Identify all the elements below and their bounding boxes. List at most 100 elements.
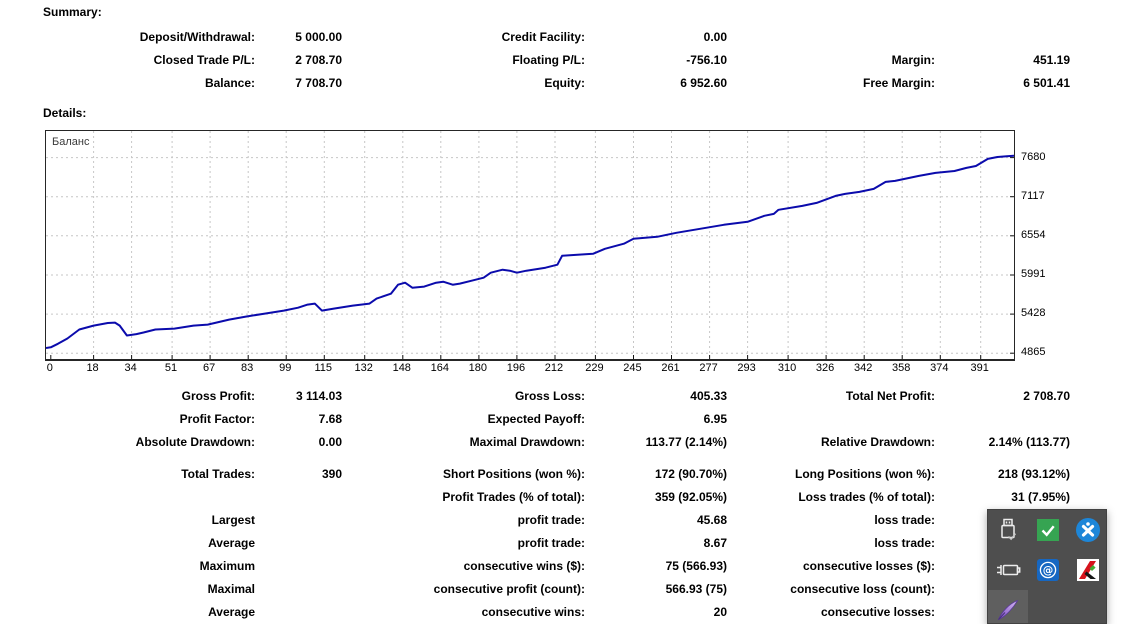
field-value: 7.68 <box>318 412 342 426</box>
field-label: Average <box>208 605 255 619</box>
field-label: consecutive wins ($): <box>463 559 585 573</box>
field-label: consecutive losses: <box>820 605 935 619</box>
x-tick-label: 196 <box>506 362 526 374</box>
y-tick-label: 6554 <box>1021 228 1046 241</box>
usb-device-icon[interactable] <box>988 510 1028 550</box>
x-tick-label: 18 <box>86 362 99 374</box>
field-label: Absolute Drawdown: <box>135 435 255 449</box>
stats-row: Gross Profit: 3 114.03 Gross Loss: 405.3… <box>0 388 1121 404</box>
field-value: 7 708.70 <box>295 76 342 90</box>
x-tick-label: 326 <box>815 362 835 374</box>
x-tick-label: 391 <box>970 362 989 374</box>
blue-x-icon[interactable] <box>1068 510 1106 550</box>
summary-row: Balance: 7 708.70 Equity: 6 952.60 Free … <box>0 75 1121 91</box>
field-value: 6 952.60 <box>680 76 727 90</box>
field-value: 5 000.00 <box>295 30 342 44</box>
green-check-icon[interactable] <box>1028 510 1068 550</box>
field-label: Maximal <box>207 582 255 596</box>
field-label: Long Positions (won %): <box>795 467 935 481</box>
x-tick-label: 358 <box>892 362 911 374</box>
field-label: Floating P/L: <box>512 53 585 67</box>
stats-row: Average profit trade: 8.67 loss trade: <box>0 535 1121 551</box>
field-label: Maximum <box>199 559 255 573</box>
system-tray-popup: @ <box>987 509 1107 624</box>
field-label: profit trade: <box>517 536 585 550</box>
field-value: 45.68 <box>696 513 727 527</box>
field-value: 75 (566.93) <box>665 559 727 573</box>
feather-quill-icon[interactable] <box>988 590 1028 623</box>
at-mail-icon[interactable]: @ <box>1028 550 1068 590</box>
field-value: 390 <box>321 467 342 481</box>
x-tick-label: 245 <box>623 362 642 374</box>
field-label: Short Positions (won %): <box>443 467 585 481</box>
field-label: Largest <box>211 513 255 527</box>
x-tick-label: 51 <box>164 362 178 374</box>
stats-row: Total Trades: 390 Short Positions (won %… <box>0 466 1121 482</box>
field-label: loss trade: <box>874 513 935 527</box>
y-tick-label: 7117 <box>1021 189 1045 202</box>
x-tick-label: 229 <box>585 362 604 374</box>
x-tick-label: 180 <box>468 362 488 374</box>
stats-row: Largest profit trade: 45.68 loss trade: <box>0 512 1121 528</box>
field-label: consecutive wins: <box>481 605 585 619</box>
field-value: 2.14% (113.77) <box>988 435 1070 449</box>
field-label: Closed Trade P/L: <box>153 53 255 67</box>
field-value: 6.95 <box>703 412 727 426</box>
field-label: loss trade: <box>874 536 935 550</box>
svg-text:@: @ <box>1043 565 1054 577</box>
stats-row: Average consecutive wins: 20 consecutive… <box>0 604 1121 620</box>
chart-legend: Баланс <box>52 136 90 148</box>
field-value: 31 (7.95%) <box>1011 490 1070 504</box>
balance-chart-svg <box>46 131 1014 359</box>
field-label: consecutive losses ($): <box>802 559 935 573</box>
field-label: Deposit/Withdrawal: <box>139 30 255 44</box>
y-tick-label: 4865 <box>1021 346 1046 359</box>
field-value: 451.19 <box>1033 53 1070 67</box>
x-tick-label: 164 <box>430 362 449 374</box>
field-label: Gross Loss: <box>514 389 585 403</box>
x-tick-label: 99 <box>279 362 292 374</box>
y-tick-label: 5991 <box>1021 267 1046 280</box>
field-value: 566.93 (75) <box>665 582 727 596</box>
kaspersky-icon[interactable] <box>1068 550 1106 590</box>
field-label: Average <box>208 536 255 550</box>
field-label: consecutive loss (count): <box>790 582 935 596</box>
field-value: 2 708.70 <box>1023 389 1070 403</box>
x-tick-label: 293 <box>737 362 756 374</box>
field-label: profit trade: <box>517 513 585 527</box>
field-label: Margin: <box>891 53 935 67</box>
field-value: 6 501.41 <box>1023 76 1070 90</box>
power-battery-icon[interactable] <box>988 550 1028 590</box>
field-label: Expected Payoff: <box>487 412 585 426</box>
field-value: 405.33 <box>690 389 727 403</box>
x-tick-label: 277 <box>699 362 718 374</box>
summary-row: Deposit/Withdrawal: 5 000.00 Credit Faci… <box>0 29 1121 45</box>
x-tick-label: 0 <box>46 362 53 374</box>
x-tick-label: 67 <box>202 362 216 374</box>
field-label: Profit Trades (% of total): <box>442 490 585 504</box>
x-tick-label: 310 <box>777 362 797 374</box>
field-label: Relative Drawdown: <box>820 435 935 449</box>
x-tick-label: 212 <box>544 362 564 374</box>
details-title: Details: <box>43 106 87 120</box>
field-value: 3 114.03 <box>295 389 342 403</box>
stats-row: Maximum consecutive wins ($): 75 (566.93… <box>0 558 1121 574</box>
field-value: -756.10 <box>686 53 727 67</box>
field-label: Gross Profit: <box>181 389 255 403</box>
x-tick-label: 342 <box>853 362 873 374</box>
x-tick-label: 132 <box>354 362 373 374</box>
field-value: 0.00 <box>703 30 727 44</box>
y-tick-label: 7680 <box>1021 150 1046 163</box>
x-tick-label: 148 <box>392 362 411 374</box>
stats-row: Absolute Drawdown: 0.00 Maximal Drawdown… <box>0 434 1121 450</box>
stats-row: Maximal consecutive profit (count): 566.… <box>0 581 1121 597</box>
summary-row: Closed Trade P/L: 2 708.70 Floating P/L:… <box>0 52 1121 68</box>
x-tick-label: 34 <box>124 362 137 374</box>
field-value: 359 (92.05%) <box>654 490 727 504</box>
field-label: consecutive profit (count): <box>433 582 585 596</box>
field-value: 218 (93.12%) <box>997 467 1070 481</box>
field-label: Profit Factor: <box>179 412 255 426</box>
field-value: 8.67 <box>703 536 727 550</box>
field-value: 2 708.70 <box>295 53 342 67</box>
